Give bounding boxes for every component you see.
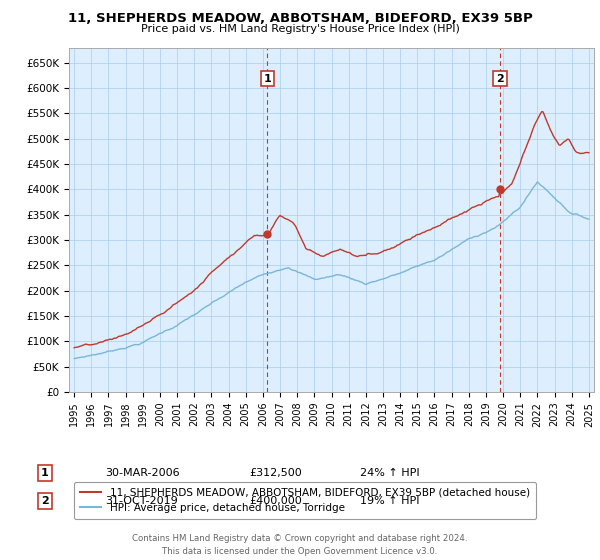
Text: 2: 2: [41, 496, 49, 506]
Text: £400,000: £400,000: [249, 496, 302, 506]
Text: 24% ↑ HPI: 24% ↑ HPI: [360, 468, 419, 478]
Text: 1: 1: [263, 73, 271, 83]
Text: 30-MAR-2006: 30-MAR-2006: [105, 468, 179, 478]
Text: Contains HM Land Registry data © Crown copyright and database right 2024.
This d: Contains HM Land Registry data © Crown c…: [132, 534, 468, 556]
Text: 11, SHEPHERDS MEADOW, ABBOTSHAM, BIDEFORD, EX39 5BP: 11, SHEPHERDS MEADOW, ABBOTSHAM, BIDEFOR…: [68, 12, 532, 25]
Text: 1: 1: [41, 468, 49, 478]
Text: £312,500: £312,500: [249, 468, 302, 478]
Text: 2: 2: [496, 73, 504, 83]
Legend: 11, SHEPHERDS MEADOW, ABBOTSHAM, BIDEFORD, EX39 5BP (detached house), HPI: Avera: 11, SHEPHERDS MEADOW, ABBOTSHAM, BIDEFOR…: [74, 482, 536, 519]
Text: 19% ↑ HPI: 19% ↑ HPI: [360, 496, 419, 506]
Text: 31-OCT-2019: 31-OCT-2019: [105, 496, 178, 506]
Text: Price paid vs. HM Land Registry's House Price Index (HPI): Price paid vs. HM Land Registry's House …: [140, 24, 460, 34]
